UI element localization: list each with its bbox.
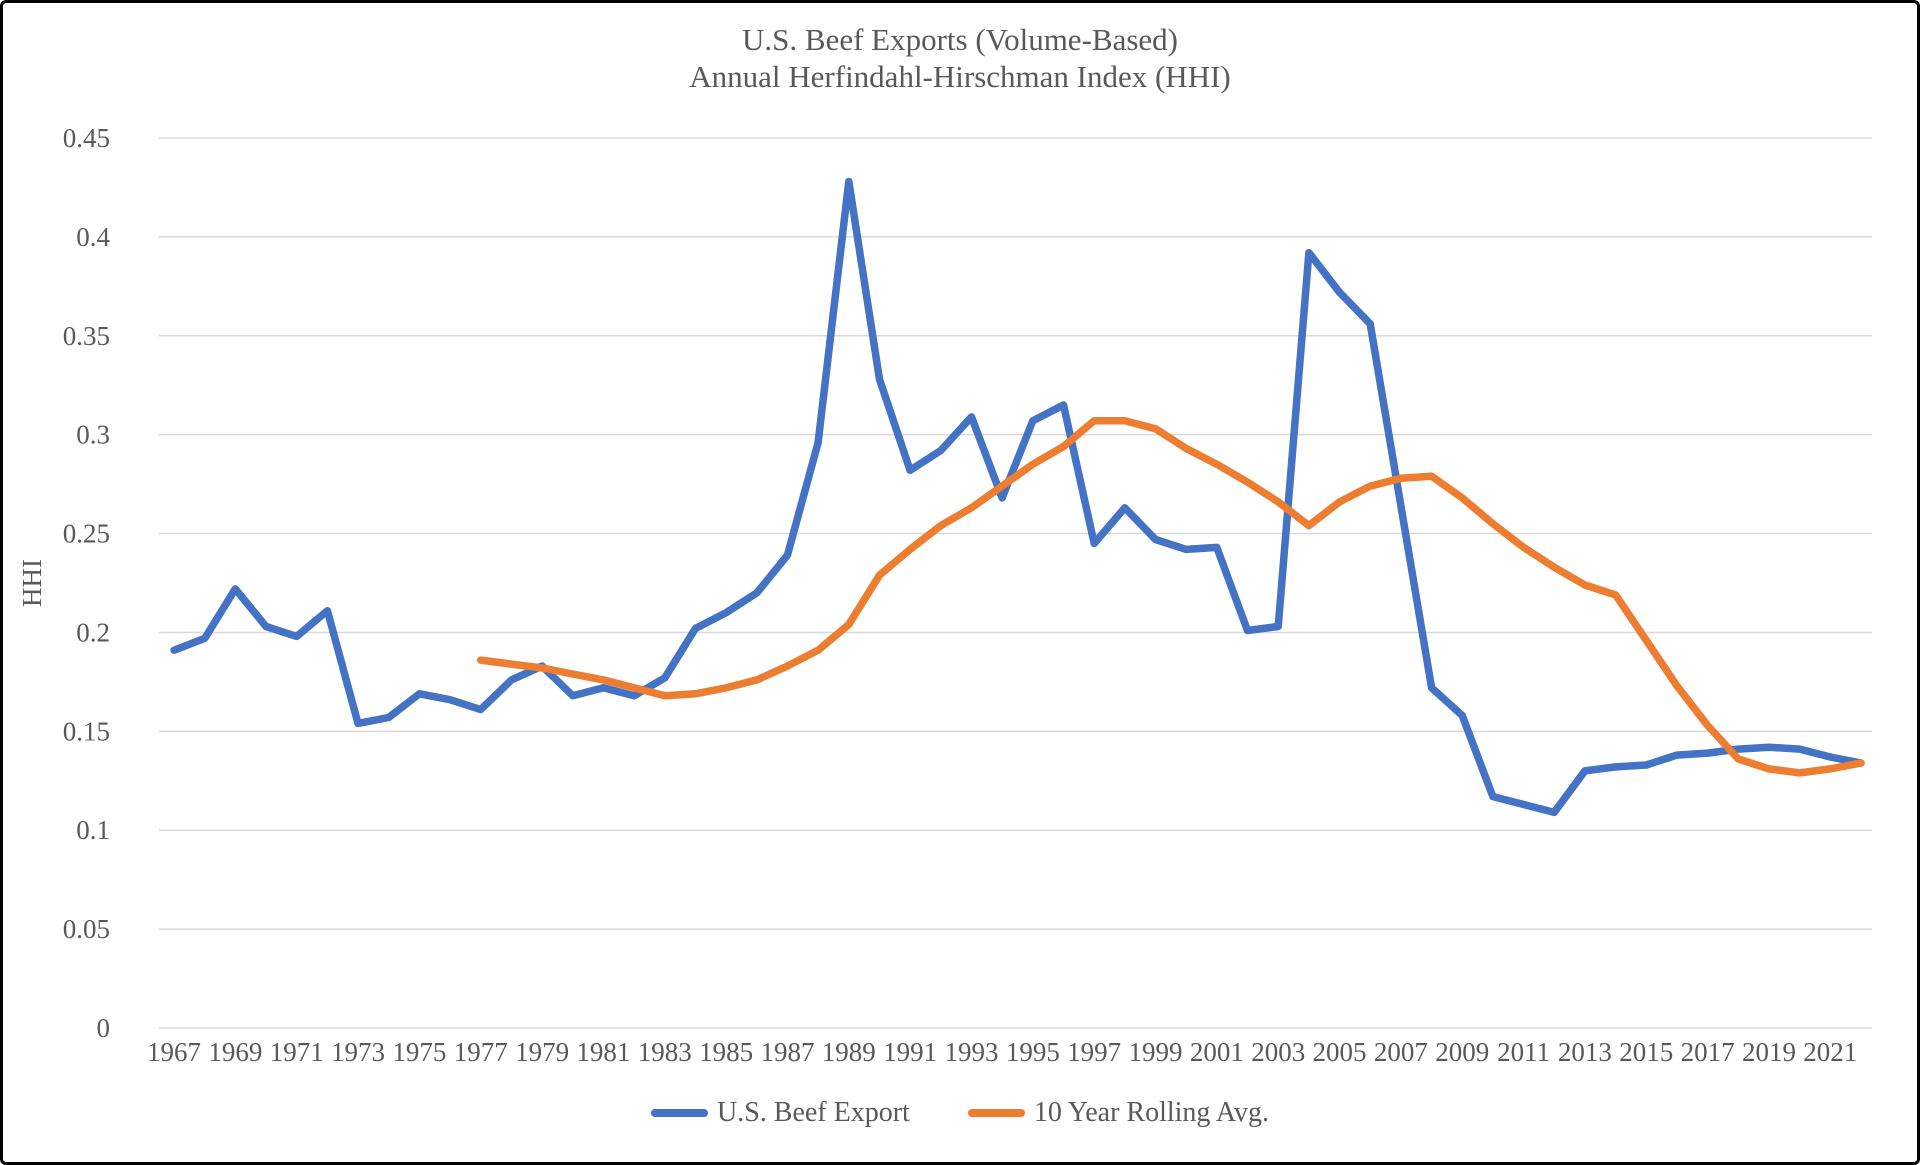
- series-lines: [170, 177, 1865, 817]
- legend-swatch-us-beef-export-icon: [650, 1109, 708, 1117]
- x-tick-label: 2019: [1742, 1037, 1796, 1067]
- x-tick-label: 1975: [392, 1037, 446, 1067]
- x-tick-label: 1969: [208, 1037, 262, 1067]
- legend: U.S. Beef Export 10 Year Rolling Avg.: [3, 1097, 1917, 1129]
- x-tick-label: 2021: [1803, 1037, 1857, 1067]
- y-tick-label: 0: [97, 1013, 111, 1043]
- x-tick-label: 2009: [1435, 1037, 1489, 1067]
- y-tick-label: 0.25: [63, 519, 110, 549]
- x-tick-label: 1977: [454, 1037, 508, 1067]
- legend-swatch-10yr-rolling-avg-icon: [967, 1109, 1025, 1117]
- x-tick-label: 2015: [1619, 1037, 1673, 1067]
- series-line-u-s-beef-export: [170, 177, 1865, 817]
- chart-title: U.S. Beef Exports (Volume-Based) Annual …: [3, 21, 1917, 95]
- x-tick-label: 2011: [1497, 1037, 1550, 1067]
- x-tick-label: 1987: [760, 1037, 814, 1067]
- y-tick-label: 0.45: [63, 123, 110, 153]
- legend-item-10yr-rolling-avg: 10 Year Rolling Avg.: [967, 1097, 1270, 1129]
- y-axis-tick-labels: 0 0.05 0.1 0.15 0.2 0.25 0.3 0.35 0.4 0.45: [63, 123, 111, 1043]
- x-tick-label: 2013: [1558, 1037, 1612, 1067]
- gridlines: [159, 137, 1872, 1029]
- y-tick-label: 0.3: [76, 420, 110, 450]
- chart-title-line-1: U.S. Beef Exports (Volume-Based): [742, 22, 1178, 57]
- x-tick-label: 1983: [638, 1037, 692, 1067]
- x-tick-label: 1999: [1129, 1037, 1183, 1067]
- x-tick-label: 1979: [515, 1037, 569, 1067]
- x-tick-label: 1973: [331, 1037, 385, 1067]
- x-tick-label: 2005: [1313, 1037, 1367, 1067]
- y-tick-label: 0.2: [76, 617, 110, 647]
- x-tick-label: 1997: [1067, 1037, 1121, 1067]
- x-tick-label: 1967: [147, 1037, 201, 1067]
- legend-label-us-beef-export: U.S. Beef Export: [716, 1097, 910, 1128]
- x-tick-label: 1993: [944, 1037, 998, 1067]
- x-tick-label: 2007: [1374, 1037, 1428, 1067]
- plot-area: 00.050.10.150.20.250.30.350.40.45 1967 19…: [17, 123, 1872, 1067]
- x-tick-label: 1991: [883, 1037, 937, 1067]
- x-tick-label: 1981: [576, 1037, 630, 1067]
- x-tick-label: 2001: [1190, 1037, 1244, 1067]
- y-tick-label: 0.35: [63, 321, 110, 351]
- y-tick-label: 0.1: [76, 815, 110, 845]
- x-tick-label: 1995: [1006, 1037, 1060, 1067]
- legend-item-us-beef-export: U.S. Beef Export: [650, 1097, 910, 1129]
- x-tick-label: 1971: [270, 1037, 324, 1067]
- x-tick-label: 1985: [699, 1037, 753, 1067]
- y-tick-label: 0.15: [63, 716, 110, 746]
- legend-label-10yr-rolling-avg: 10 Year Rolling Avg.: [1033, 1097, 1270, 1128]
- chart-title-line-2: Annual Herfindahl-Hirschman Index (HHI): [689, 59, 1231, 94]
- y-tick-label: 0.05: [63, 914, 110, 944]
- x-axis-tick-labels: 1967 1969 1971 1973 1975 1977 1979 1981 1983 1985…: [147, 1037, 1857, 1067]
- y-axis-title: HHI: [17, 559, 47, 607]
- y-tick-label: 0.4: [76, 222, 110, 252]
- series-line-10-year-rolling-avg-: [476, 417, 1865, 777]
- x-tick-label: 1989: [822, 1037, 876, 1067]
- x-tick-label: 2017: [1681, 1037, 1735, 1067]
- x-tick-label: 2003: [1251, 1037, 1305, 1067]
